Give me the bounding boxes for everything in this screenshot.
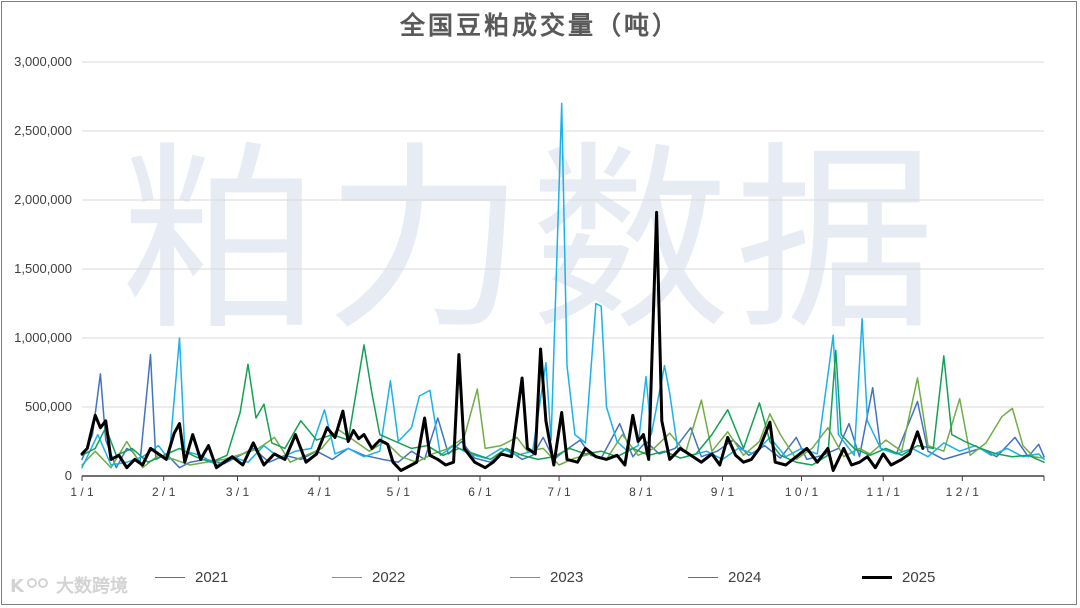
x-tick-label: 1 2 / 1 (946, 485, 980, 499)
x-tick-label: 3 / 1 (226, 485, 250, 499)
x-axis: 1 / 1 2 / 1 3 / 1 4 / 1 5 / 1 6 / 1 7 / 1 8 / 1… (70, 475, 1045, 499)
x-tick-label: 2 / 1 (152, 485, 176, 499)
x-tick-label: 5 / 1 (387, 485, 411, 499)
watermark-char: 力 (325, 125, 525, 358)
y-tick-label: 0 (65, 468, 72, 483)
watermark-char: 粕 (120, 125, 320, 358)
legend-item-2021: 2021 (155, 563, 228, 591)
y-tick-label: 1,500,000 (14, 261, 72, 276)
legend-item-2023: 2023 (510, 563, 583, 591)
svg-text:K: K (10, 576, 25, 596)
x-tick-label: 1 1 / 1 (867, 485, 901, 499)
y-tick-label: 500,000 (25, 399, 72, 414)
legend-swatch (510, 576, 540, 578)
legend-swatch (688, 576, 718, 578)
y-axis-tick-labels: 0 500,000 1,000,000 1,500,000 2,000,000 2,500… (14, 54, 72, 483)
legend-item-2024: 2024 (688, 563, 761, 591)
legend-swatch (155, 576, 185, 578)
x-tick-label: 1 / 1 (70, 485, 94, 499)
x-tick-label: 1 0 / 1 (785, 485, 819, 499)
x-tick-label: 4 / 1 (308, 485, 332, 499)
legend-label: 2025 (902, 568, 936, 586)
y-tick-label: 1,000,000 (14, 330, 72, 345)
brand-watermark: K 大数跨境 (10, 572, 128, 598)
chart-title: 全国豆粕成交量（吨） (399, 11, 680, 40)
brand-logo-icon: K (10, 576, 48, 596)
brand-text: 大数跨境 (56, 576, 128, 597)
legend-item-2025: 2025 (862, 563, 935, 591)
y-tick-label: 2,000,000 (14, 192, 72, 207)
legend-item-2022: 2022 (332, 563, 405, 591)
series-line-2025 (80, 210, 925, 472)
series-lines (80, 102, 1045, 472)
watermark-char: 据 (735, 125, 935, 358)
x-tick-label: 7 / 1 (547, 485, 571, 499)
legend-swatch (332, 576, 362, 578)
x-tick-label: 6 / 1 (468, 485, 492, 499)
x-tick-label: 9 / 1 (711, 485, 735, 499)
series-line-2021 (81, 353, 1045, 469)
y-tick-label: 3,000,000 (14, 54, 72, 69)
x-tick-label: 8 / 1 (629, 485, 653, 499)
legend-swatch (862, 575, 892, 579)
legend: 2021 2022 2023 2024 2025 (0, 563, 1080, 591)
legend-label: 2021 (195, 568, 229, 586)
legend-label: 2023 (550, 568, 584, 586)
y-tick-label: 2,500,000 (14, 123, 72, 138)
legend-label: 2024 (728, 568, 762, 586)
legend-label: 2022 (372, 568, 406, 586)
watermark: 粕力数据 (120, 125, 935, 358)
